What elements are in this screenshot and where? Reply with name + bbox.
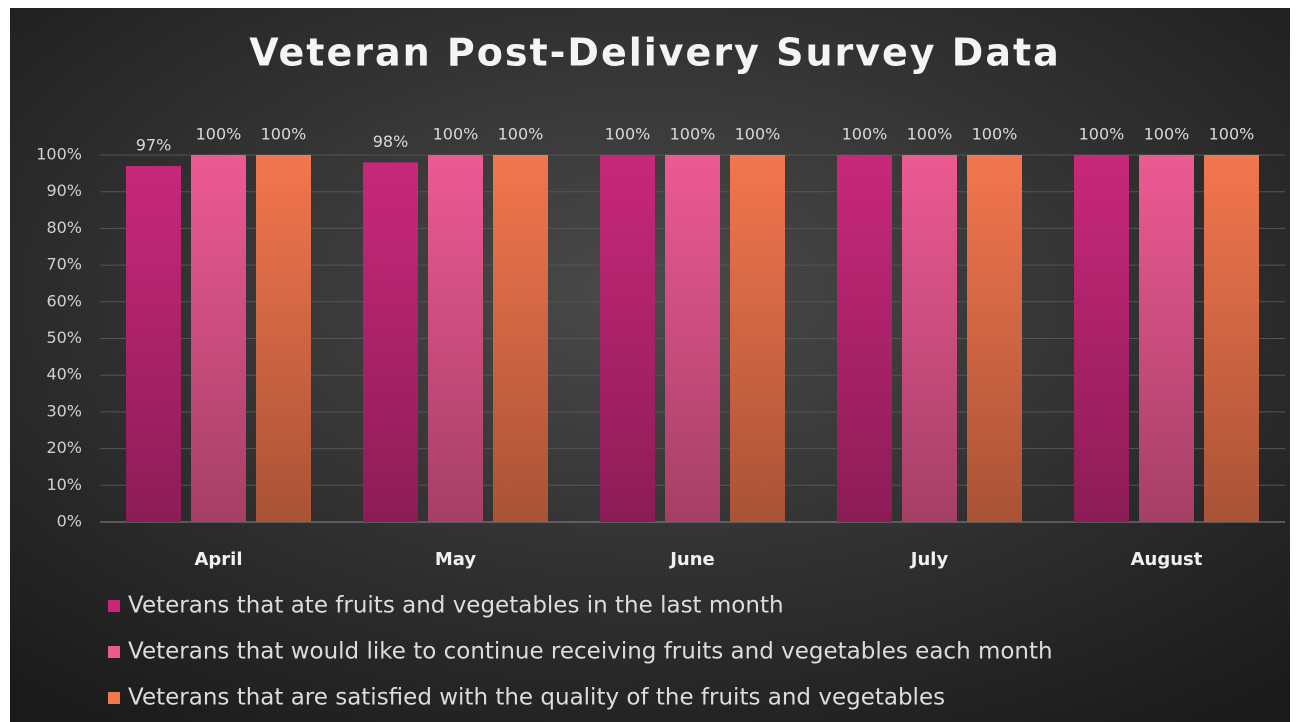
value-label: 100% [670, 125, 716, 144]
y-tick-label: 10% [46, 475, 82, 494]
bar-shade [493, 155, 548, 522]
y-tick-label: 80% [46, 218, 82, 237]
y-tick-label: 100% [36, 145, 82, 164]
value-label: 100% [1144, 125, 1190, 144]
bar-shade [1204, 155, 1259, 522]
value-label: 100% [907, 125, 953, 144]
x-tick-label: August [1131, 549, 1203, 570]
legend-swatch [108, 646, 120, 658]
legend-label: Veterans that would like to continue rec… [128, 639, 1053, 665]
x-tick-label: April [194, 549, 242, 570]
chart-title: Veteran Post-Delivery Survey Data [249, 31, 1061, 75]
y-tick-label: 90% [46, 181, 82, 200]
legend-swatch [108, 600, 120, 612]
y-tick-label: 70% [46, 255, 82, 274]
bar-shade [1074, 155, 1129, 522]
legend-label: Veterans that ate fruits and vegetables … [128, 593, 784, 619]
x-tick-label: June [668, 549, 715, 570]
y-tick-label: 20% [46, 438, 82, 457]
bar-shade [837, 155, 892, 522]
value-label: 100% [972, 125, 1018, 144]
value-label: 100% [735, 125, 781, 144]
y-tick-label: 30% [46, 401, 82, 420]
value-label: 100% [498, 125, 544, 144]
bar-shade [126, 166, 181, 522]
bar-shade [600, 155, 655, 522]
x-tick-label: May [435, 549, 477, 570]
value-label: 100% [605, 125, 651, 144]
value-label: 100% [1209, 125, 1255, 144]
value-label: 100% [1079, 125, 1125, 144]
y-tick-label: 50% [46, 328, 82, 347]
value-label: 100% [196, 125, 242, 144]
bar-shade [191, 155, 246, 522]
value-label: 97% [136, 136, 172, 155]
bar-shade [902, 155, 957, 522]
value-label: 100% [433, 125, 479, 144]
legend-label: Veterans that are satisfied with the qua… [128, 685, 945, 711]
bar-shade [1139, 155, 1194, 522]
bar-shade [256, 155, 311, 522]
bar-shade [665, 155, 720, 522]
legend-swatch [108, 692, 120, 704]
x-tick-label: July [909, 549, 949, 570]
y-tick-label: 0% [57, 512, 82, 531]
value-label: 98% [373, 132, 409, 151]
value-label: 100% [261, 125, 307, 144]
bar-shade [730, 155, 785, 522]
y-tick-label: 60% [46, 291, 82, 310]
bar-shade [363, 162, 418, 522]
bar-shade [967, 155, 1022, 522]
value-label: 100% [842, 125, 888, 144]
bar-shade [428, 155, 483, 522]
y-tick-label: 40% [46, 365, 82, 384]
